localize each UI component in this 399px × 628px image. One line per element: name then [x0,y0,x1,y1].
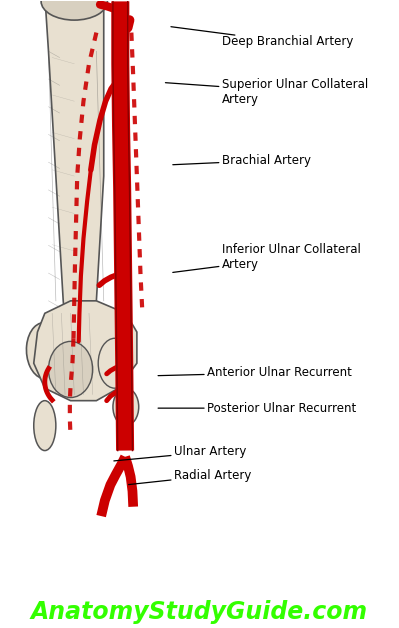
Text: Radial Artery: Radial Artery [128,469,251,485]
Text: Ulnar Artery: Ulnar Artery [114,445,246,461]
Text: Superior Ulnar Collateral
Artery: Superior Ulnar Collateral Artery [166,78,368,106]
Text: Inferior Ulnar Collateral
Artery: Inferior Ulnar Collateral Artery [173,243,360,273]
Ellipse shape [113,388,139,426]
Text: Posterior Ulnar Recurrent: Posterior Ulnar Recurrent [158,402,356,414]
Ellipse shape [41,0,107,20]
Text: Brachial Artery: Brachial Artery [173,154,310,167]
Text: Anterior Ulnar Recurrent: Anterior Ulnar Recurrent [158,366,352,379]
Ellipse shape [98,338,131,388]
Polygon shape [34,301,137,401]
Text: AnatomyStudyGuide.com: AnatomyStudyGuide.com [31,600,368,624]
Polygon shape [45,0,104,338]
Ellipse shape [34,401,56,450]
Ellipse shape [26,323,63,379]
Text: Deep Branchial Artery: Deep Branchial Artery [171,27,353,48]
Ellipse shape [49,342,93,398]
